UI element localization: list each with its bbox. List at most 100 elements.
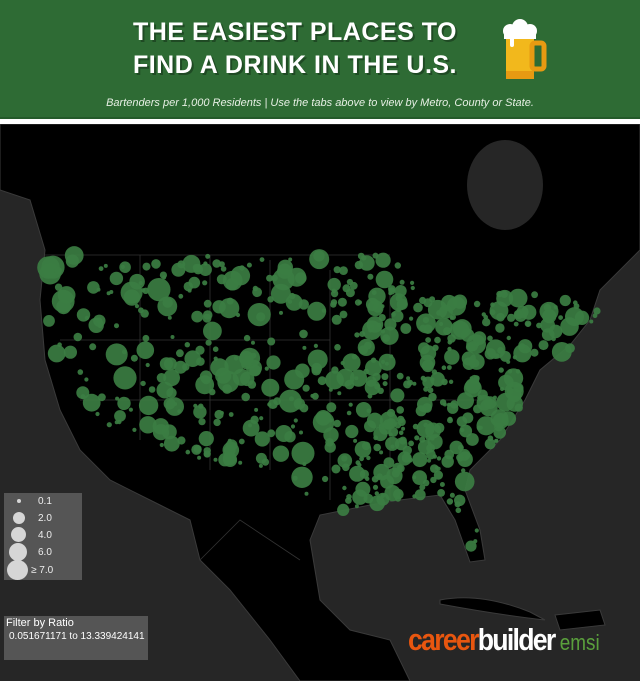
map-marker[interactable]: [307, 301, 327, 321]
map-marker[interactable]: [507, 369, 513, 374]
map-marker[interactable]: [506, 359, 511, 364]
map-marker[interactable]: [473, 300, 481, 308]
map-marker[interactable]: [323, 427, 339, 443]
map-marker[interactable]: [538, 340, 549, 351]
map-marker[interactable]: [114, 323, 119, 329]
map-marker[interactable]: [177, 409, 182, 414]
map-marker[interactable]: [487, 335, 493, 342]
map-marker[interactable]: [383, 457, 395, 468]
map-marker[interactable]: [441, 455, 454, 468]
map-marker[interactable]: [341, 455, 348, 462]
map-marker[interactable]: [123, 289, 141, 306]
map-marker[interactable]: [346, 494, 352, 500]
map-marker[interactable]: [152, 418, 169, 435]
map-marker[interactable]: [375, 252, 391, 268]
map-marker[interactable]: [378, 314, 386, 322]
map-marker[interactable]: [366, 412, 383, 429]
map-marker[interactable]: [184, 342, 190, 348]
map-marker[interactable]: [162, 275, 167, 280]
map-marker[interactable]: [431, 369, 438, 375]
map-marker[interactable]: [98, 266, 104, 271]
map-marker[interactable]: [371, 475, 379, 483]
map-marker[interactable]: [465, 540, 477, 552]
map-marker[interactable]: [427, 387, 434, 394]
map-marker[interactable]: [540, 317, 555, 333]
map-marker[interactable]: [239, 350, 254, 366]
map-marker[interactable]: [461, 351, 476, 366]
map-marker[interactable]: [565, 307, 584, 327]
map-marker[interactable]: [456, 453, 465, 462]
map-marker[interactable]: [218, 261, 225, 268]
map-marker[interactable]: [506, 335, 511, 341]
map-marker[interactable]: [513, 309, 524, 320]
map-marker[interactable]: [449, 492, 455, 498]
map-marker[interactable]: [57, 286, 76, 304]
map-marker[interactable]: [177, 436, 186, 445]
map-marker[interactable]: [178, 293, 184, 299]
map-marker[interactable]: [191, 444, 202, 455]
map-marker[interactable]: [376, 473, 383, 480]
map-marker[interactable]: [381, 373, 389, 381]
map-marker[interactable]: [373, 443, 382, 452]
map-marker[interactable]: [227, 438, 232, 443]
map-marker[interactable]: [213, 418, 221, 427]
map-marker[interactable]: [473, 375, 480, 382]
map-marker[interactable]: [302, 384, 310, 392]
map-marker[interactable]: [386, 408, 396, 418]
map-marker[interactable]: [375, 270, 394, 289]
map-marker[interactable]: [593, 307, 601, 315]
map-marker[interactable]: [327, 277, 341, 292]
map-marker[interactable]: [454, 471, 475, 492]
map-marker[interactable]: [455, 507, 462, 514]
map-marker[interactable]: [266, 355, 281, 370]
map-marker[interactable]: [495, 323, 505, 333]
map-marker[interactable]: [448, 379, 454, 384]
map-marker[interactable]: [284, 431, 296, 443]
map-marker[interactable]: [531, 291, 538, 299]
map-marker[interactable]: [63, 345, 77, 359]
map-marker[interactable]: [261, 378, 280, 397]
map-marker[interactable]: [384, 485, 401, 502]
map-marker[interactable]: [521, 304, 537, 320]
map-marker[interactable]: [377, 387, 384, 394]
map-marker[interactable]: [384, 361, 389, 366]
map-marker[interactable]: [508, 288, 528, 308]
map-marker[interactable]: [195, 375, 215, 395]
map-marker[interactable]: [390, 444, 395, 449]
map-marker[interactable]: [54, 283, 63, 291]
map-marker[interactable]: [185, 449, 191, 455]
map-marker[interactable]: [446, 498, 454, 505]
map-marker[interactable]: [414, 435, 420, 441]
map-marker[interactable]: [103, 263, 108, 268]
map-marker[interactable]: [374, 491, 379, 496]
map-marker[interactable]: [512, 355, 518, 360]
map-marker[interactable]: [513, 321, 519, 327]
map-marker[interactable]: [198, 403, 204, 409]
map-marker[interactable]: [298, 299, 309, 310]
map-marker[interactable]: [243, 334, 251, 342]
map-marker[interactable]: [459, 424, 473, 438]
map-marker[interactable]: [287, 299, 293, 304]
map-marker[interactable]: [184, 350, 201, 368]
map-marker[interactable]: [295, 272, 307, 284]
map-marker[interactable]: [406, 376, 411, 381]
map-marker[interactable]: [515, 369, 521, 374]
map-marker[interactable]: [342, 353, 361, 372]
map-marker[interactable]: [456, 416, 468, 427]
map-marker[interactable]: [96, 287, 101, 292]
map-marker[interactable]: [422, 479, 430, 487]
map-marker[interactable]: [460, 427, 465, 433]
map-marker[interactable]: [210, 358, 229, 377]
map-marker[interactable]: [492, 413, 509, 429]
map-marker[interactable]: [409, 316, 414, 321]
map-marker[interactable]: [441, 365, 447, 371]
map-marker[interactable]: [551, 342, 572, 362]
map-marker[interactable]: [290, 424, 296, 429]
map-marker[interactable]: [288, 257, 293, 262]
map-marker[interactable]: [333, 266, 341, 274]
map-marker[interactable]: [373, 426, 388, 442]
map-marker[interactable]: [128, 407, 133, 412]
map-marker[interactable]: [289, 396, 294, 402]
map-marker[interactable]: [228, 412, 234, 417]
map-marker[interactable]: [518, 343, 526, 350]
